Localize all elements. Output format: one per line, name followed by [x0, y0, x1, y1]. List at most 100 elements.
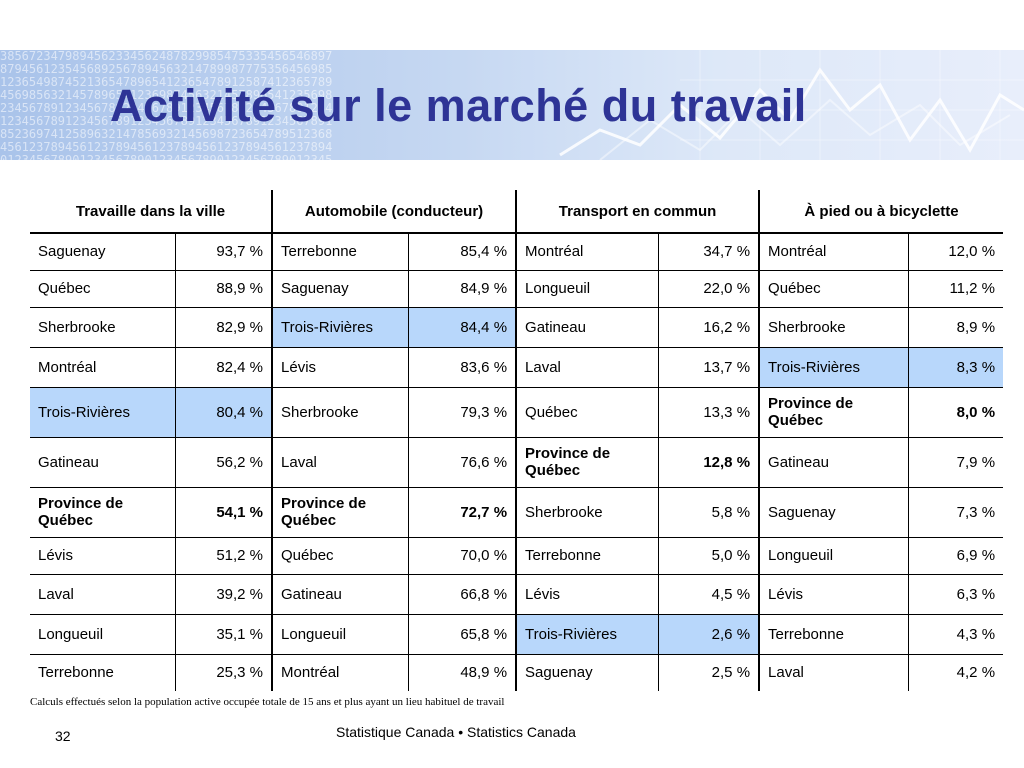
percentage-cell: 16,2 %	[658, 307, 761, 348]
percentage-cell: 56,2 %	[175, 437, 274, 488]
header-travaille-dans-la-ville: Travaille dans la ville	[30, 190, 274, 234]
percentage-cell: 82,9 %	[175, 307, 274, 348]
percentage-cell: 80,4 %	[175, 387, 274, 438]
city-name-cell: Gatineau	[30, 437, 176, 488]
percentage-cell: 72,7 %	[408, 487, 518, 538]
percentage-cell: 34,7 %	[658, 233, 761, 271]
city-name-cell: Montréal	[516, 233, 659, 271]
city-name-cell: Montréal	[759, 233, 909, 271]
percentage-cell: 5,0 %	[658, 537, 761, 575]
percentage-cell: 22,0 %	[658, 270, 761, 308]
city-name-cell: Trois-Rivières	[30, 387, 176, 438]
city-name-cell: Montréal	[30, 347, 176, 388]
percentage-cell: 8,9 %	[908, 307, 1004, 348]
table-header-row: Travaille dans la ville Automobile (cond…	[30, 190, 1004, 234]
city-name-cell: Laval	[30, 574, 176, 615]
percentage-cell: 12,8 %	[658, 437, 761, 488]
percentage-cell: 84,4 %	[408, 307, 518, 348]
percentage-cell: 51,2 %	[175, 537, 274, 575]
city-name-cell: Terrebonne	[272, 233, 409, 271]
city-name-cell: Montréal	[272, 654, 409, 691]
city-name-cell: Lévis	[759, 574, 909, 615]
percentage-cell: 12,0 %	[908, 233, 1004, 271]
percentage-cell: 6,3 %	[908, 574, 1004, 615]
percentage-cell: 82,4 %	[175, 347, 274, 388]
city-name-cell: Longueuil	[516, 270, 659, 308]
table-row: Québec 88,9 % Saguenay 84,9 % Longueuil 22,0 …	[30, 270, 1004, 308]
table-row: Terrebonne 25,3 % Montréal 48,9 % Saguenay 2,…	[30, 654, 1003, 691]
percentage-cell: 8,3 %	[908, 347, 1004, 388]
city-name-cell: Trois-Rivières	[516, 614, 659, 655]
city-name-cell: Province de Québec	[30, 487, 176, 538]
city-name-cell: Québec	[272, 537, 409, 575]
city-name-cell: Terrebonne	[516, 537, 659, 575]
percentage-cell: 7,9 %	[908, 437, 1004, 488]
header-a-pied-ou-a-bicyclette: À pied ou à bicyclette	[759, 190, 1004, 234]
percentage-cell: 13,3 %	[658, 387, 761, 438]
percentage-cell: 7,3 %	[908, 487, 1004, 538]
city-name-cell: Longueuil	[759, 537, 909, 575]
city-name-cell: Saguenay	[30, 233, 176, 271]
percentage-cell: 65,8 %	[408, 614, 518, 655]
city-name-cell: Sherbrooke	[759, 307, 909, 348]
percentage-cell: 54,1 %	[175, 487, 274, 538]
city-name-cell: Sherbrooke	[30, 307, 176, 348]
percentage-cell: 25,3 %	[175, 654, 274, 691]
percentage-cell: 93,7 %	[175, 233, 274, 271]
city-name-cell: Terrebonne	[30, 654, 176, 691]
header-transport-en-commun: Transport en commun	[516, 190, 761, 234]
title-banner: 3856723479894562334562487829985475335456…	[0, 50, 1024, 160]
city-name-cell: Québec	[516, 387, 659, 438]
percentage-cell: 48,9 %	[408, 654, 518, 691]
percentage-cell: 84,9 %	[408, 270, 518, 308]
banner-wave-graphic	[559, 50, 1024, 160]
city-name-cell: Province de Québec	[272, 487, 409, 538]
city-name-cell: Québec	[30, 270, 176, 308]
city-name-cell: Lévis	[272, 347, 409, 388]
city-name-cell: Province de Québec	[516, 437, 659, 488]
percentage-cell: 79,3 %	[408, 387, 518, 438]
page-number: 32	[55, 728, 71, 744]
percentage-cell: 66,8 %	[408, 574, 518, 615]
table-row: Saguenay 93,7 % Terrebonne 85,4 % Montréal 34…	[30, 233, 1004, 271]
percentage-cell: 6,9 %	[908, 537, 1004, 575]
city-name-cell: Sherbrooke	[272, 387, 409, 438]
percentage-cell: 39,2 %	[175, 574, 274, 615]
city-name-cell: Sherbrooke	[516, 487, 659, 538]
city-name-cell: Saguenay	[516, 654, 659, 691]
footer-source: Statistique Canada • Statistics Canada	[336, 724, 576, 740]
percentage-cell: 2,6 %	[658, 614, 761, 655]
city-name-cell: Trois-Rivières	[759, 347, 909, 388]
percentage-cell: 85,4 %	[408, 233, 518, 271]
table-body: Saguenay 93,7 % Terrebonne 85,4 % Montréal 34…	[30, 233, 1004, 691]
percentage-cell: 4,2 %	[956, 664, 996, 682]
city-name-cell: Laval	[516, 347, 659, 388]
city-name-cell: Laval	[759, 654, 909, 691]
city-name-cell: Gatineau	[516, 307, 659, 348]
percentage-cell: 2,5 %	[658, 654, 761, 691]
percentage-cell: 76,6 %	[408, 437, 518, 488]
city-name-cell: Longueuil	[30, 614, 176, 655]
table-row: Sherbrooke 82,9 % Trois-Rivières 84,4 % Gati…	[30, 307, 1004, 348]
slide-title: Activité sur le marché du travail	[110, 80, 807, 131]
table-row: Province de Québec 54,1 % Province de Québ…	[30, 487, 1004, 538]
table-row: Lévis 51,2 % Québec 70,0 % Terrebonne 5,0 % Lo…	[30, 537, 1004, 575]
city-name-cell: Terrebonne	[759, 614, 909, 655]
percentage-cell: 11,2 %	[908, 270, 1004, 308]
percentage-cell: 88,9 %	[175, 270, 274, 308]
table-row: Gatineau 56,2 % Laval 76,6 % Province de Qué…	[30, 437, 1004, 488]
percentage-cell: 35,1 %	[175, 614, 274, 655]
percentage-cell: 13,7 %	[658, 347, 761, 388]
city-name-cell: Laval	[272, 437, 409, 488]
city-name-cell: Province de Québec	[759, 387, 909, 438]
city-name-cell: Gatineau	[272, 574, 409, 615]
city-name-cell: Québec	[759, 270, 909, 308]
city-name-cell: Saguenay	[759, 487, 909, 538]
percentage-cell: 83,6 %	[408, 347, 518, 388]
city-name-cell: Gatineau	[759, 437, 909, 488]
banner-digit-texture: 3856723479894562334562487829985475335456…	[0, 50, 333, 160]
city-name-cell: Saguenay	[272, 270, 409, 308]
commute-stats-table: Travaille dans la ville Automobile (cond…	[30, 190, 1004, 691]
city-name-cell: Lévis	[30, 537, 176, 575]
table-row: Laval 39,2 % Gatineau 66,8 % Lévis 4,5 % Lévis…	[30, 574, 1004, 615]
